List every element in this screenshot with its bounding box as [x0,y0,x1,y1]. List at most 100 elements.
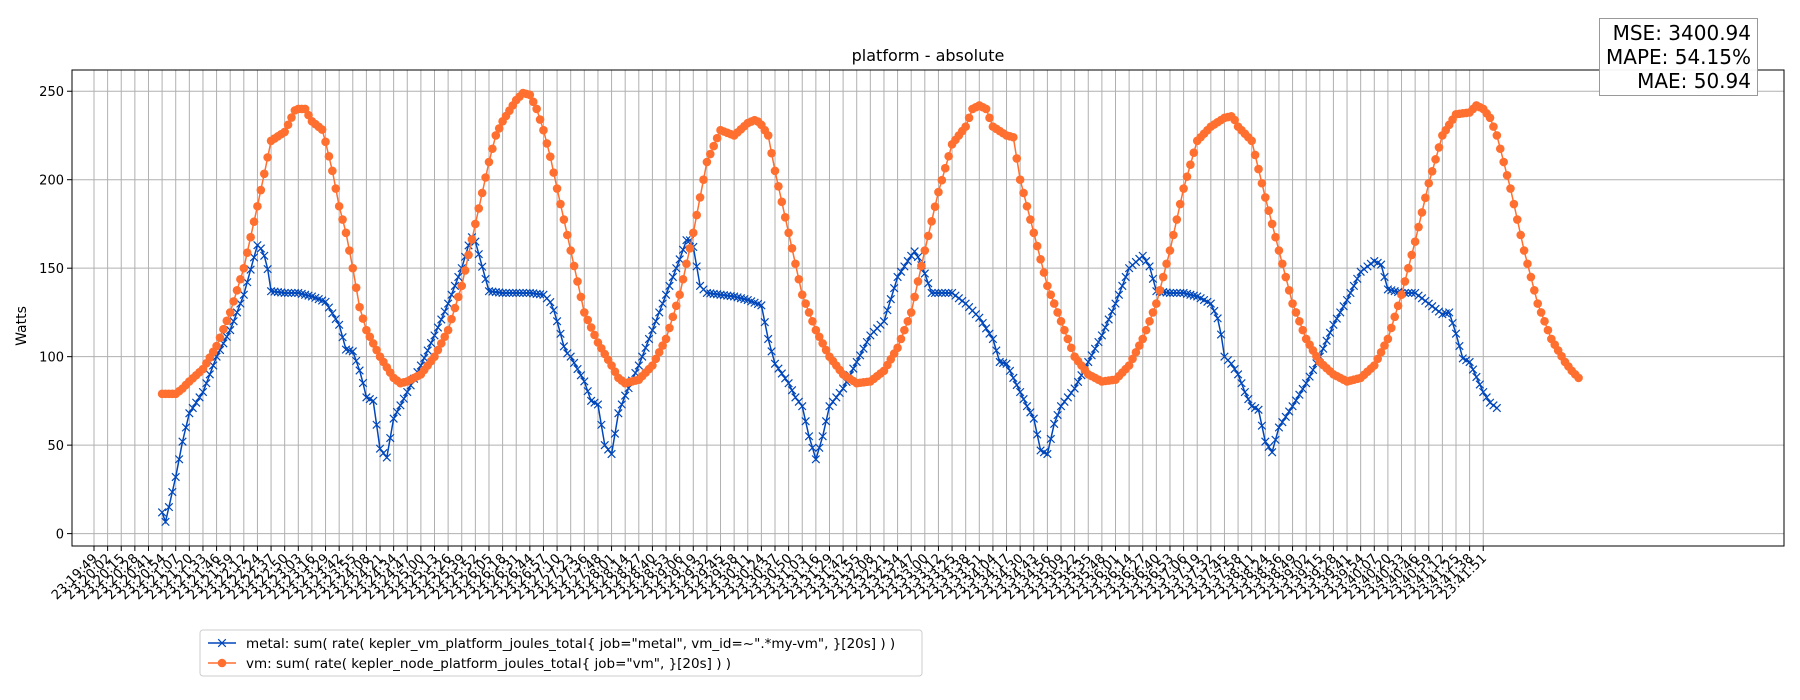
data-point [460,266,470,275]
data-point [1230,364,1239,374]
data-point [706,289,715,298]
data-point [549,305,558,315]
data-point [1145,262,1154,271]
data-point [573,277,582,286]
data-point [784,228,793,238]
data-point [992,346,1001,355]
data-point [464,250,473,260]
data-point [1308,365,1318,375]
data-point [930,288,940,298]
data-point [178,437,187,446]
data-point [794,397,804,407]
data-point [934,288,943,298]
data-point [518,288,528,298]
data-point [641,343,650,353]
data-point [879,317,889,326]
data-point [767,347,776,356]
plot-area [157,88,1583,527]
data-point [648,361,657,370]
data-point [893,272,902,282]
data-point [191,398,201,407]
data-point [1240,387,1250,397]
y-axis-label: Watts [14,306,30,346]
data-point [1295,390,1304,399]
data-point [552,184,562,193]
data-point [528,97,538,107]
data-point [1523,259,1532,269]
data-point [467,235,477,244]
data-point [202,378,211,388]
data-point [532,104,541,114]
data-point [770,359,780,368]
data-point [1485,113,1495,123]
data-point [658,341,667,350]
data-point [321,137,330,147]
data-point [1104,315,1113,324]
data-point [1169,288,1178,298]
data-point [334,320,344,330]
data-point [321,297,330,307]
data-point [1029,228,1039,238]
data-point [556,199,565,209]
data-point [188,403,197,413]
data-point [1301,378,1311,388]
data-point [171,472,180,482]
data-point [1393,301,1403,311]
data-point [906,308,916,317]
data-point [985,113,994,123]
data-point [1506,184,1515,193]
data-point [852,357,861,367]
data-point [212,341,221,351]
data-point [372,420,381,430]
data-point [215,333,225,342]
data-point [1407,288,1416,298]
data-point [365,332,375,342]
data-point [702,157,712,167]
data-point [1468,365,1478,374]
data-point [372,345,381,355]
data-point [559,215,569,224]
data-point [545,152,555,162]
data-point [157,508,167,517]
data-point [1019,394,1028,404]
data-point [1043,449,1052,459]
data-point [546,297,555,307]
data-point [1448,318,1457,328]
data-point [181,423,191,432]
data-point [961,122,970,131]
data-point [382,453,392,462]
data-point [1084,357,1093,367]
data-point [1165,288,1175,298]
data-point [1414,222,1423,232]
mape-value: MAPE: 54.15% [1606,45,1751,69]
data-point [1216,330,1226,339]
data-point [239,263,249,273]
data-point [484,157,494,167]
data-point [1138,334,1148,344]
data-point [1049,419,1059,429]
data-point [229,317,238,326]
legend-frame [199,629,923,677]
data-point [1284,407,1294,416]
data-point [1434,143,1444,152]
data-point [580,377,589,386]
data-point [883,305,892,315]
data-point [787,386,797,395]
data-point [389,414,398,423]
data-point [1254,164,1263,174]
chart-title: platform - absolute [852,46,1005,65]
data-point [457,281,467,291]
data-point [399,394,409,403]
data-point [1138,251,1147,261]
data-point [423,346,432,355]
data-point [368,339,378,348]
data-point [1404,288,1413,298]
data-point [1267,219,1277,229]
data-point [1530,286,1539,295]
data-point [1421,193,1430,203]
data-point [515,288,524,298]
data-point [498,288,507,298]
data-point [927,216,936,226]
data-point [1346,288,1355,298]
data-point [488,144,497,154]
